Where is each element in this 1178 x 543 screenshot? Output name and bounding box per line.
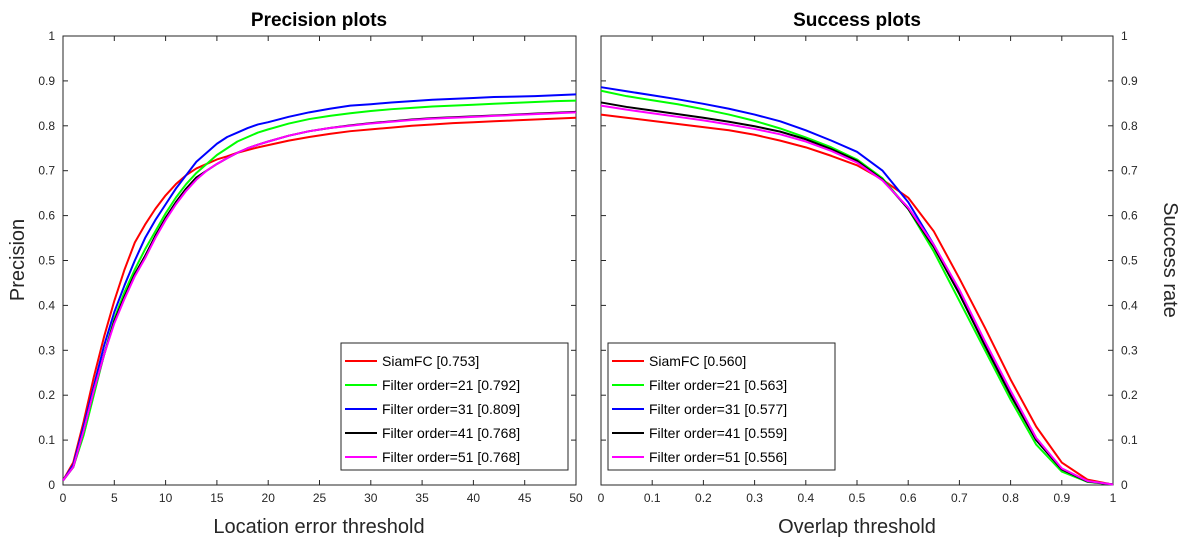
precision-plot-ylabel: Precision xyxy=(7,219,29,301)
x-tick-label: 0.8 xyxy=(1002,491,1019,505)
legend-label-siamfc: SiamFC [0.560] xyxy=(649,353,746,369)
legend-label-siamfc: SiamFC [0.753] xyxy=(382,353,479,369)
precision-plot-panel: Precision plots 0 5 10 15 20 25 30 35 40 45 50 0 0.1… xyxy=(7,10,583,538)
series-line-2 xyxy=(62,99,577,482)
precision-plot-legend: SiamFC [0.753] Filter order=21 [0.792] F… xyxy=(340,342,569,471)
success-plot-series xyxy=(600,86,1114,486)
x-tick-label: 10 xyxy=(159,491,173,505)
x-tick-label: 20 xyxy=(262,491,276,505)
y-tick-label: 0.6 xyxy=(38,209,55,223)
y-tick-label: 0.4 xyxy=(1121,298,1138,312)
y-tick-label: 0.5 xyxy=(38,254,55,268)
success-plot-xlabel: Overlap threshold xyxy=(778,516,936,538)
x-tick-label: 0.1 xyxy=(644,491,661,505)
series-line-3 xyxy=(62,93,577,482)
y-tick-label: 0 xyxy=(1121,478,1128,492)
y-tick-label: 0.6 xyxy=(1121,209,1138,223)
legend-box xyxy=(607,342,836,471)
legend-label-order41: Filter order=41 [0.768] xyxy=(382,425,520,441)
series-line-1 xyxy=(600,113,1114,486)
series-line-2 xyxy=(600,89,1114,486)
x-tick-label: 0.6 xyxy=(900,491,917,505)
precision-plot-series xyxy=(62,93,577,482)
legend-label-order21: Filter order=21 [0.792] xyxy=(382,377,520,393)
legend-label-order41: Filter order=41 [0.559] xyxy=(649,425,787,441)
x-tick-label: 0.2 xyxy=(695,491,712,505)
y-tick-label: 0.3 xyxy=(1121,343,1138,357)
legend-label-order31: Filter order=31 [0.809] xyxy=(382,401,520,417)
x-tick-label: 40 xyxy=(467,491,481,505)
success-plot-title: Success plots xyxy=(793,10,921,31)
x-tick-label: 30 xyxy=(364,491,378,505)
x-tick-label: 0.4 xyxy=(797,491,814,505)
success-plot-panel: Success plots 0 0.1 0.2 0.3 0.4 0.5 0.6 0.7 0.8 0… xyxy=(598,10,1178,538)
legend-label-order51: Filter order=51 [0.768] xyxy=(382,449,520,465)
legend-label-order31: Filter order=31 [0.577] xyxy=(649,401,787,417)
y-tick-label: 1 xyxy=(1121,29,1128,43)
y-tick-label: 0.8 xyxy=(1121,119,1138,133)
y-tick-label: 0.7 xyxy=(1121,164,1138,178)
x-tick-label: 0.3 xyxy=(746,491,763,505)
success-plot-legend: SiamFC [0.560] Filter order=21 [0.563] F… xyxy=(607,342,836,471)
x-tick-label: 1 xyxy=(1110,491,1117,505)
legend-label-order51: Filter order=51 [0.556] xyxy=(649,449,787,465)
x-tick-label: 50 xyxy=(569,491,583,505)
x-tick-label: 25 xyxy=(313,491,327,505)
precision-plot-title: Precision plots xyxy=(251,10,387,31)
precision-plot-xlabel: Location error threshold xyxy=(213,516,424,538)
x-tick-label: 35 xyxy=(415,491,429,505)
x-tick-label: 0 xyxy=(598,491,605,505)
y-tick-label: 0.9 xyxy=(1121,74,1138,88)
y-tick-label: 0.3 xyxy=(38,343,55,357)
x-tick-label: 0.7 xyxy=(951,491,968,505)
success-plot-ylabel: Success rate xyxy=(1159,202,1178,318)
x-tick-label: 0 xyxy=(60,491,67,505)
precision-plot-axes: 0 5 10 15 20 25 30 35 40 45 50 0 0.1 0.2 0.3 0.4 0.5 0.6 0… xyxy=(38,29,583,505)
y-tick-label: 0.7 xyxy=(38,164,55,178)
series-line-5 xyxy=(600,104,1114,486)
y-tick-label: 0.4 xyxy=(38,298,55,312)
y-tick-label: 0 xyxy=(48,478,55,492)
y-tick-label: 0.1 xyxy=(38,433,55,447)
series-line-4 xyxy=(600,101,1114,486)
x-tick-label: 45 xyxy=(518,491,532,505)
y-tick-label: 1 xyxy=(48,29,55,43)
y-tick-label: 0.2 xyxy=(1121,388,1138,402)
x-tick-label: 5 xyxy=(111,491,118,505)
x-tick-label: 0.9 xyxy=(1053,491,1070,505)
legend-label-order21: Filter order=21 [0.563] xyxy=(649,377,787,393)
y-tick-label: 0.5 xyxy=(1121,254,1138,268)
y-tick-label: 0.2 xyxy=(38,388,55,402)
legend-box xyxy=(340,342,569,471)
y-tick-label: 0.9 xyxy=(38,74,55,88)
x-tick-label: 15 xyxy=(210,491,224,505)
x-tick-label: 0.5 xyxy=(849,491,866,505)
series-line-5 xyxy=(62,111,577,482)
y-tick-label: 0.8 xyxy=(38,119,55,133)
y-tick-label: 0.1 xyxy=(1121,433,1138,447)
